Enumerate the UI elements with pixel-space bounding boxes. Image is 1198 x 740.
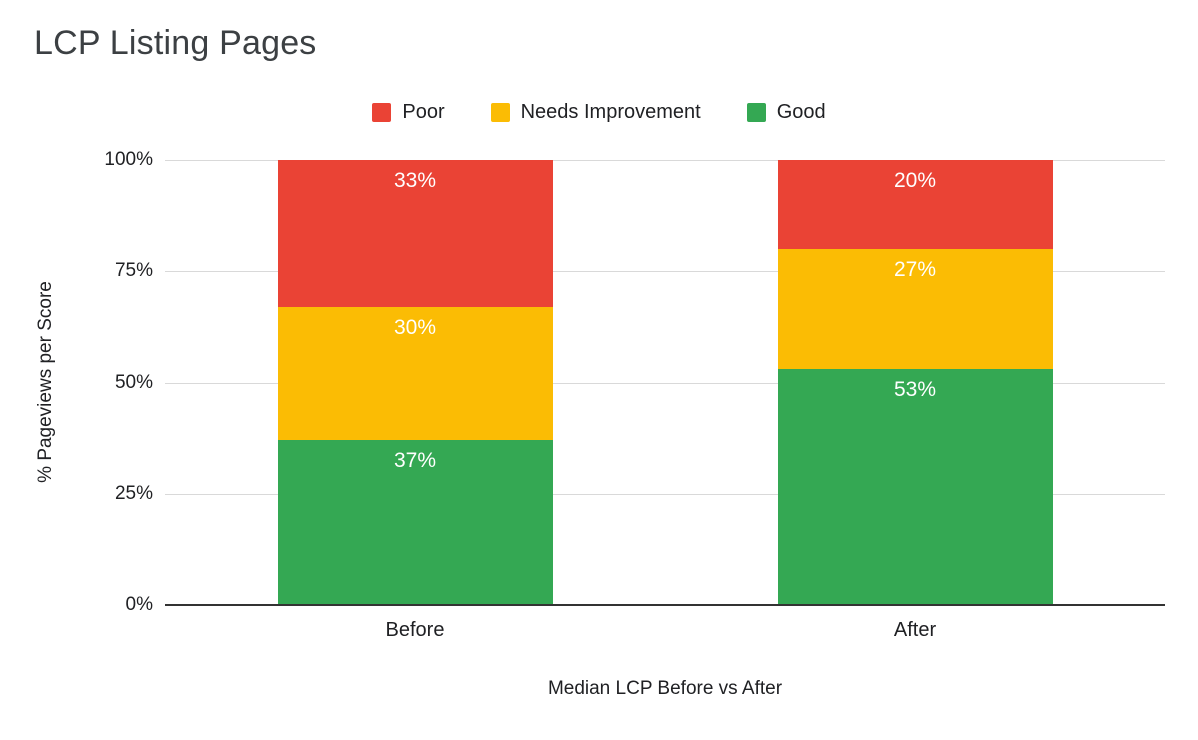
x-tick-labels: Before After (165, 619, 1165, 642)
x-tick-before: Before (385, 619, 445, 641)
y-tick-100: 100% (104, 149, 153, 170)
legend-item-needs-improvement: Needs Improvement (490, 101, 701, 124)
legend-label-needs-improvement: Needs Improvement (520, 101, 701, 123)
bar-segment-value: 33% (393, 169, 437, 192)
bar-segment-poor: 33% (277, 160, 553, 307)
bar-segment-value: 37% (393, 449, 437, 473)
bar-segment-needs-improvement: 27% (777, 249, 1053, 370)
y-tick-25: 25% (114, 483, 153, 504)
bar-segment-good: 53% (777, 369, 1053, 605)
legend-swatch-needs-improvement (490, 103, 510, 122)
legend-swatch-good (746, 103, 766, 122)
gridline-50 (165, 382, 1165, 384)
y-tick-50: 50% (114, 372, 153, 393)
x-axis-line (165, 604, 1165, 606)
bar-segment-needs-improvement: 30% (277, 306, 553, 441)
bar-segment-value: 27% (893, 258, 937, 281)
legend-swatch-poor (372, 103, 392, 122)
x-tick-after: After (893, 619, 937, 641)
legend: Poor Needs Improvement Good (0, 101, 1198, 124)
bar-segment-good: 37% (277, 440, 553, 605)
stacked-bar-after: 20% 27% 53% (777, 160, 1053, 605)
stacked-bar-before: 33% 30% 37% (277, 160, 553, 605)
gridline-100 (165, 160, 1165, 161)
bar-column-after: 20% 27% 53% (665, 160, 1165, 605)
legend-item-good: Good (746, 101, 826, 124)
bars-layer: 33% 30% 37% 20% 27% 53% (165, 160, 1165, 605)
y-tick-0: 0% (125, 594, 153, 615)
bar-segment-value: 20% (893, 169, 937, 192)
y-tick-75: 75% (114, 260, 153, 281)
gridline-75 (165, 271, 1165, 273)
legend-item-poor: Poor (372, 101, 445, 124)
legend-label-poor: Poor (402, 101, 445, 123)
x-axis-title: Median LCP Before vs After (547, 678, 783, 699)
bar-segment-value: 30% (393, 315, 437, 339)
bar-segment-poor: 20% (777, 160, 1053, 249)
gridline-25 (165, 493, 1165, 495)
y-axis-title: % Pageviews per Score (35, 281, 56, 483)
legend-label-good: Good (776, 101, 826, 123)
bar-segment-value: 53% (893, 378, 937, 402)
bar-column-before: 33% 30% 37% (165, 160, 665, 605)
plot-area: 33% 30% 37% 20% 27% 53% (165, 160, 1165, 606)
chart-title: LCP Listing Pages (34, 24, 317, 62)
